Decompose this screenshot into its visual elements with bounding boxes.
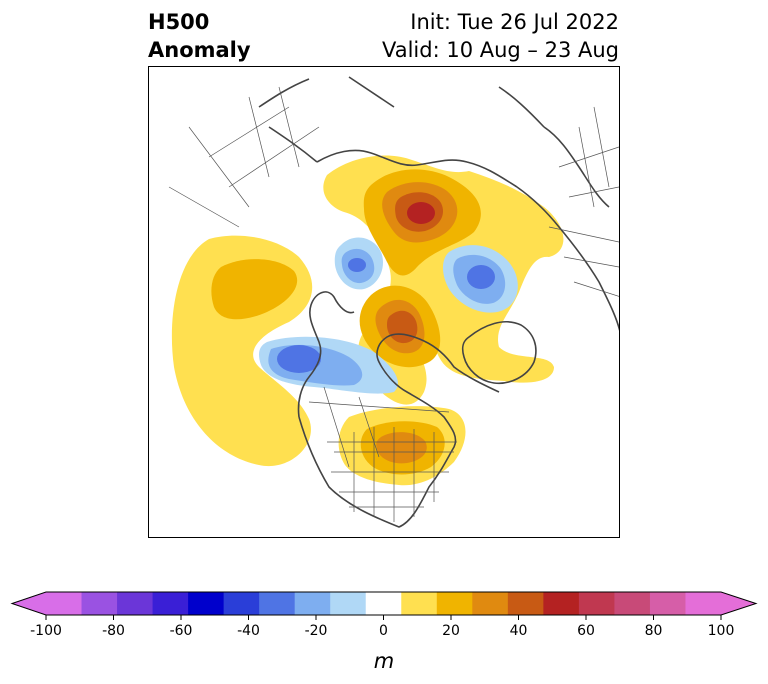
anomaly-neg-60-fill (277, 258, 495, 373)
init-date: Init: Tue 26 Jul 2022 (410, 10, 619, 34)
colorbar-tick-label: 60 (577, 623, 595, 639)
siberia-coast (258, 76, 395, 163)
colorbar-segment (259, 592, 296, 615)
colorbar-segment (223, 592, 260, 615)
map-gap-left (149, 287, 155, 317)
colorbar-segment (649, 592, 686, 615)
colorbar-extend-under (12, 592, 46, 615)
colorbar-segment (152, 592, 189, 615)
colorbar-segment (614, 592, 651, 615)
colorbar-segment (330, 592, 367, 615)
colorbar-tick-label: 80 (645, 623, 663, 639)
europe-coast (498, 86, 610, 208)
colorbar-tick-label: -60 (170, 623, 193, 639)
chart-title: H500 Anomaly (148, 8, 251, 64)
colorbar-tick-label: 100 (708, 623, 735, 639)
colorbar-segment (543, 592, 580, 615)
colorbar-tick-label: 40 (510, 623, 528, 639)
anomaly-40-pacific (211, 259, 298, 320)
anomaly-neg-60-siberia (348, 258, 366, 272)
colorbar-segment (507, 592, 544, 615)
colorbar-segments (10, 591, 758, 616)
colorbar-tick-label: 20 (442, 623, 460, 639)
us-state-borders (327, 427, 457, 522)
map-svg (149, 76, 619, 528)
colorbar-tick-label: -40 (237, 623, 260, 639)
colorbar-segment (188, 592, 225, 615)
title-subtitle: Anomaly (148, 38, 251, 62)
asia-borders (168, 86, 320, 228)
colorbar-tick-label: -80 (102, 623, 125, 639)
colorbar-segment (81, 592, 118, 615)
title-variable: H500 (148, 10, 210, 34)
colorbar: -100 -80 -60 -40 -20 0 20 40 60 80 100 m (10, 591, 758, 673)
colorbar-tick-label: -20 (305, 623, 328, 639)
colorbar-ticks: -100 -80 -60 -40 -20 0 20 40 60 80 100 (30, 615, 734, 639)
eurasia-coast (316, 149, 619, 331)
colorbar-segment (117, 592, 154, 615)
colorbar-extend-over (721, 592, 756, 615)
greenland-coast (461, 321, 537, 385)
colorbar-tick-label: -100 (30, 623, 62, 639)
colorbar-segment (436, 592, 473, 615)
anomaly-neg-60-alaska (277, 345, 321, 373)
colorbar-segment (685, 592, 722, 615)
political-borders (168, 86, 619, 522)
colorbar-segment (401, 592, 438, 615)
colorbar-segment (578, 592, 615, 615)
colorbar-segment (46, 592, 83, 615)
forecast-dates: Init: Tue 26 Jul 2022 Valid: 10 Aug – 23… (382, 8, 619, 64)
colorbar-segment (472, 592, 509, 615)
europe-borders (548, 106, 619, 297)
valid-range: Valid: 10 Aug – 23 Aug (381, 38, 619, 62)
colorbar-tick-label: 0 (379, 623, 388, 639)
alaska-coast (297, 291, 355, 418)
colorbar-segment (365, 592, 402, 615)
canada-borders (308, 386, 450, 468)
colorbar-segment (294, 592, 331, 615)
anomaly-map (148, 66, 620, 538)
north-america-coast (298, 333, 500, 528)
colorbar-unit-label: m (374, 649, 394, 673)
coastlines (258, 76, 619, 528)
anomaly-peak-greenland (407, 202, 435, 224)
anomaly-neg-60-kara (467, 265, 495, 289)
